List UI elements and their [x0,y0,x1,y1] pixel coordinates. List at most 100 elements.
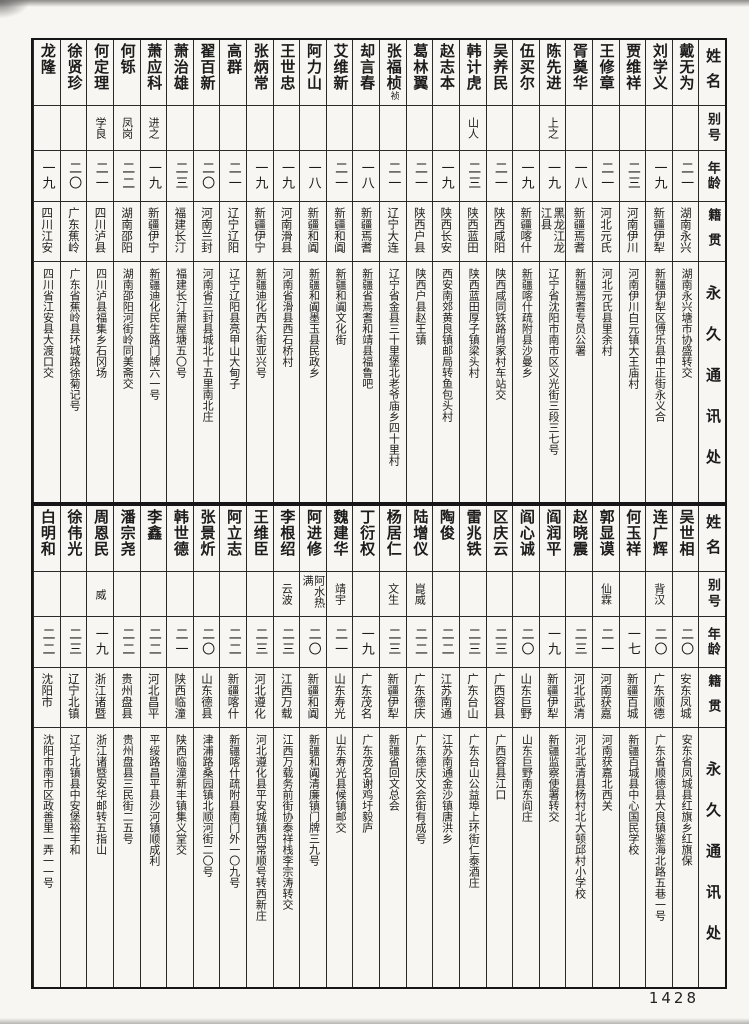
person-native-cell: 河北昌平 [140,668,167,728]
person-age-cell: 二一 [592,151,619,202]
person-alias-cell: 进之 [140,106,167,151]
person-native-cell: 陕西临潼 [167,668,193,728]
person-address-cell: 广东台山公益埠上环街仁泰酒庄 [467,734,481,888]
person-address-cell: 辽宁辽阳县亮甲山大甸子 [227,268,241,389]
person-age-cell: 二〇 [672,617,699,668]
person-name-cell: 连广辉 [646,506,672,572]
person-name-cell: 郭显谟 [592,506,619,572]
person-native-cell: 新疆伊犁 [539,668,566,728]
person-alias-cell [486,572,513,617]
person-column: 艾维新 二一 新疆和阗 新疆和阗文化街 [325,40,353,502]
person-address-cell: 河北元氏县里余村 [600,268,614,356]
person-name: 潘宗尧 [118,509,137,557]
person-native-cell: 新疆和阗 [300,668,326,728]
person-column: 丁衍权 一九 广东茂名 广东茂名谢鸡圩毅庐 [352,506,380,987]
person-age-cell: 一九 [353,617,380,668]
person-name-cell: 陈先进 [539,40,566,106]
person-name-cell: 阿立志 [220,506,247,572]
person-name-cell: 王维臣 [247,506,273,572]
person-age-cell: 二〇 [513,617,539,668]
person-native-cell: 辽宁大连 [380,202,406,262]
person-name: 阿进修 [304,509,323,557]
person-address-cell: 广东省顺德县大良镇鉴海北路五巷一号 [653,734,667,921]
person-native-cell: 河南伊川 [619,202,646,262]
person-alias-cell [513,106,539,151]
person-alias-cell [60,572,87,617]
person-name-cell: 张福桢祯 [380,40,406,106]
person-address-cell: 陕西户县赵王镇 [413,268,427,345]
person-native-cell: 山东巨野 [513,668,539,728]
person-alias-cell [433,572,459,617]
person-native-cell: 四川江安 [34,202,60,262]
person-name-cell: 赵志本 [433,40,459,106]
person-native-cell: 黑龙江龙江县 [539,202,566,262]
person-name: 韩世德 [171,509,190,557]
person-address-cell: 湖南永兴塘市协盛转交 [680,268,694,378]
person-name: 萧应科 [145,43,164,91]
person-age-cell: 二一 [220,151,247,202]
person-alias-cell [646,106,672,151]
person-age-cell: 二一 [486,151,513,202]
person-native-cell: 江西万载 [273,668,300,728]
person-column: 何定理 学良 二一 四川泸县 四川泸县福集乡石冈场 [86,40,113,502]
person-native-cell: 新疆伊犁 [646,202,672,262]
person-age-cell: 二一 [87,151,113,202]
person-name: 张福桢 [384,43,403,91]
person-alias-cell [672,106,699,151]
person-name-cell: 艾维新 [326,40,353,106]
person-name: 阿立志 [225,509,244,557]
person-column: 李鑫 二二 河北昌平 平绥路昌平县沙河镇顺成利 [139,506,167,987]
header-age: 年龄 [699,151,725,202]
person-alias-cell [619,106,646,151]
person-native-cell: 新疆焉耆 [353,202,380,262]
person-age-cell: 二〇 [300,617,326,668]
person-native-cell: 湖南邵阳 [113,202,140,262]
person-column: 赵晓震 二三 河北武清 河北武清县杨村北大顿邱村小学校 [565,506,592,987]
person-column: 魏建华 靖宇 二一 山东寿光 山东寿光县候镇邮交 [325,506,353,987]
person-column: 陈先进 上之 一九 黑龙江龙江县 辽宁省沈阳市南市区义光街三段三七号 [538,40,566,502]
person-address-cell: 广西容县江口 [493,734,507,800]
person-address-cell: 辽宁省金县三十里堡北老爷庙乡四十里村 [387,268,401,466]
person-age-cell: 一九 [87,617,113,668]
person-name: 连广辉 [650,509,669,557]
person-name-cell: 雷兆铁 [459,506,486,572]
person-address-cell: 新疆百城县中心国民学校 [626,734,640,855]
person-column: 区庆云 二三 广西容县 广西容县江口 [485,506,513,987]
person-name-cell: 伍买尔 [513,40,539,106]
person-alias-cell [619,572,646,617]
person-native-cell: 新疆和阗 [326,202,353,262]
person-address-cell: 新疆和阗清廉镇门牌三九号 [307,734,321,866]
person-address-cell: 河南获嘉北西关 [600,734,614,811]
person-alias-cell [459,572,486,617]
person-native-cell: 沈阳市 [34,668,60,728]
person-native-cell: 山东寿光 [326,668,353,728]
person-address-cell: 江苏南通金沙镇唐洪乡 [440,734,454,844]
person-name: 周恩民 [92,509,111,557]
person-name: 龙隆 [38,43,57,75]
person-native-cell: 新疆喀什 [513,202,539,262]
person-name-cell: 贾维祥 [619,40,646,106]
person-age-cell: 二一 [592,617,619,668]
person-native-cell: 广西容县 [486,668,513,728]
person-age-cell: 一八 [353,151,380,202]
person-name: 何定理 [92,43,111,91]
person-name-cell: 陶俊 [433,506,459,572]
person-address-cell: 河北武清县杨村北大顿邱村小学校 [573,734,587,899]
header-column-top: 姓名 别号 年龄 籍贯 永久通讯处 [698,40,725,502]
person-name-cell: 胥奠华 [566,40,592,106]
person-alias-cell [566,106,592,151]
person-name: 李根绍 [278,509,297,557]
person-address-cell: 辽宁省沈阳市南市区义光街三段三七号 [547,268,561,455]
person-native-cell: 河北武清 [566,668,592,728]
person-age-cell: 二三 [380,617,406,668]
person-name-cell: 何定理 [87,40,113,106]
person-column: 贾维祥 二三 河南伊川 河南伊川白元镇大王庙村 [618,40,646,502]
person-alias-cell [300,106,326,151]
person-column: 阿进修 阿水热满 二〇 新疆和阗 新疆和阗清廉镇门牌三九号 [299,506,326,987]
person-name: 阎润平 [544,509,563,557]
person-address-cell: 广东德庆文会街有成号 [413,734,427,844]
person-address-cell: 陕西咸同铁路肖家村车站交 [493,268,507,400]
person-name-cell: 丁衍权 [353,506,380,572]
person-name-cell: 周恩民 [87,506,113,572]
person-native-cell: 广东德庆 [406,668,433,728]
